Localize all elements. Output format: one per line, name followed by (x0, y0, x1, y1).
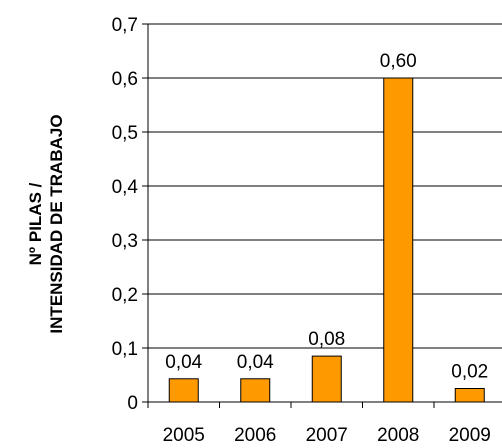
data-label-2005: 0,04 (165, 352, 202, 373)
x-tick-label-2007: 2007 (306, 425, 348, 446)
data-label-2007: 0,08 (308, 329, 345, 350)
bars (168, 77, 485, 403)
y-tick-label: 0,2 (112, 285, 138, 306)
y-tick-label: 0,3 (112, 231, 138, 252)
y-tick-label: 0,1 (112, 339, 138, 360)
bar-2005 (168, 378, 199, 403)
bar-2006 (240, 378, 271, 403)
x-axis: 2005 2006 2007 2008 2009 (147, 24, 502, 446)
x-tick-label-2006: 2006 (234, 425, 276, 446)
y-tick-label: 0,4 (112, 177, 139, 198)
y-tick-label: 0,7 (112, 15, 138, 36)
bar-2008 (383, 77, 414, 403)
y-tick-label: 0,5 (112, 123, 138, 144)
y-axis-title-line-1: Nº PILAS / (26, 182, 45, 265)
data-labels: 0,04 0,04 0,08 0,60 0,02 (165, 51, 488, 383)
x-tick-label-2005: 2005 (163, 425, 205, 446)
y-axis-title: Nº PILAS / INTENSIDAD DE TRABAJO (26, 114, 66, 333)
gridlines (148, 23, 502, 349)
bar-2007 (311, 355, 342, 403)
data-label-2009: 0,02 (451, 362, 488, 383)
data-label-2008: 0,60 (380, 51, 417, 72)
x-tick-label-2008: 2008 (377, 425, 419, 446)
y-tick-label: 0,6 (112, 69, 138, 90)
x-tick-label-2009: 2009 (449, 425, 491, 446)
y-axis-title-line-2: INTENSIDAD DE TRABAJO (47, 114, 66, 333)
y-axis-ticks: 0 0,1 0,2 0,3 0,4 0,5 0,6 0,7 (112, 15, 148, 414)
data-label-2006: 0,04 (237, 352, 274, 373)
y-tick-label: 0 (127, 393, 138, 414)
bar-2009 (454, 388, 485, 403)
